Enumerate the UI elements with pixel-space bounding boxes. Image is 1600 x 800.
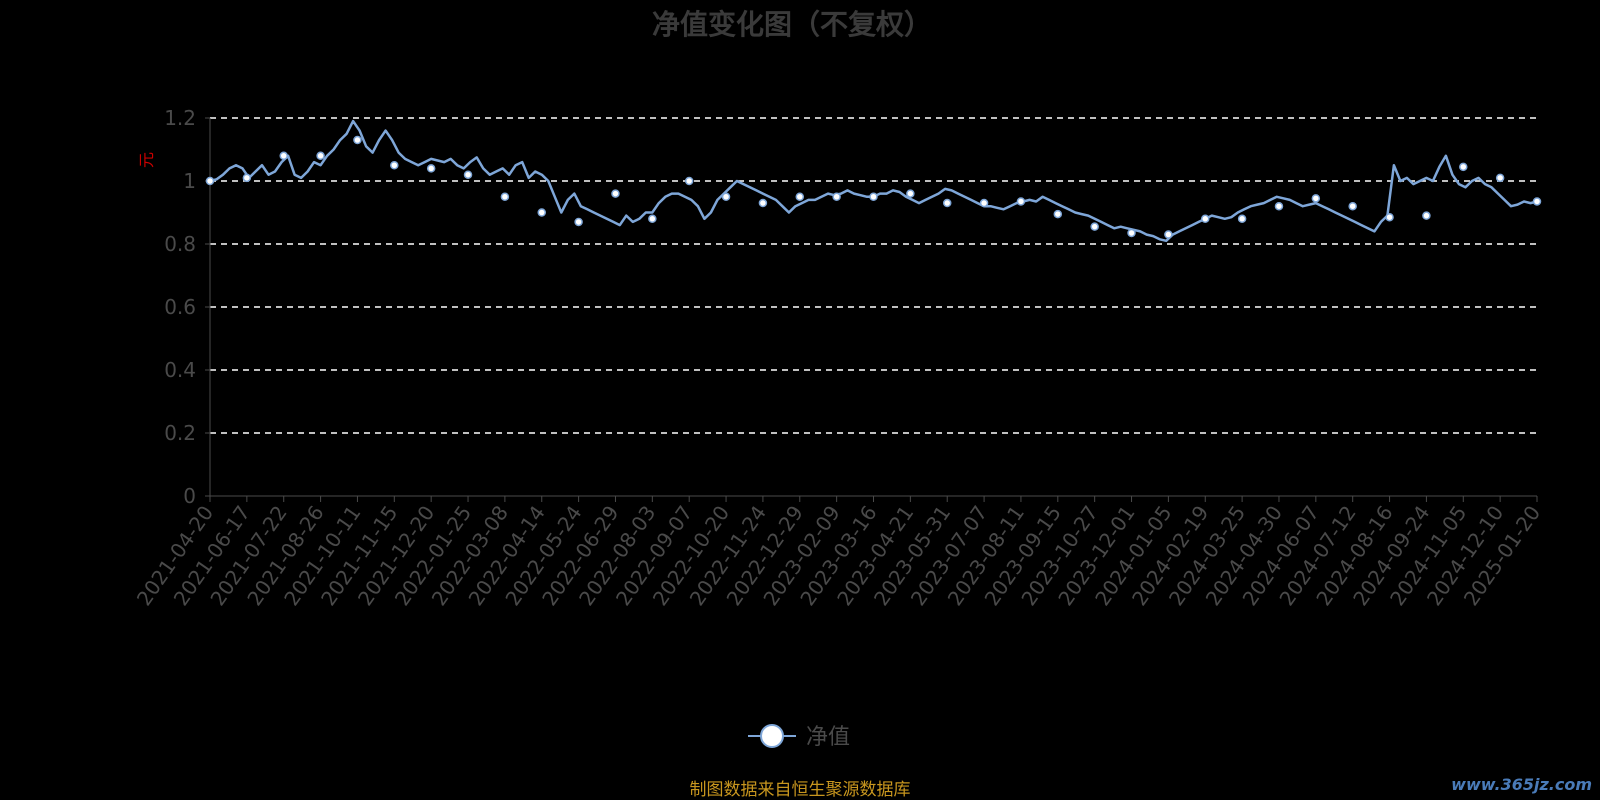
data-point[interactable] [242, 173, 252, 183]
data-point[interactable] [869, 192, 878, 201]
data-point[interactable] [574, 217, 583, 227]
data-point[interactable] [832, 192, 841, 201]
y-tick-label: 0.8 [164, 232, 196, 256]
data-point[interactable] [684, 176, 694, 186]
data-point[interactable] [1495, 173, 1505, 183]
data-point[interactable] [1201, 214, 1210, 224]
data-point[interactable] [648, 214, 657, 224]
data-point[interactable] [1016, 197, 1026, 206]
data-point[interactable] [353, 135, 362, 145]
data-point[interactable] [1127, 228, 1136, 238]
source-note: 制图数据来自恒生聚源数据库 [690, 780, 911, 800]
y-tick-label: 1 [183, 169, 196, 193]
data-point[interactable] [1385, 212, 1394, 222]
data-point[interactable] [611, 189, 620, 198]
data-point[interactable] [1237, 214, 1247, 224]
y-axis-unit: 元 [137, 152, 156, 168]
watermark: www.365jz.com [1451, 775, 1592, 794]
legend[interactable]: 净值 [748, 724, 850, 750]
data-point[interactable] [1164, 230, 1173, 239]
data-point[interactable] [795, 192, 805, 201]
data-point[interactable] [1311, 194, 1321, 203]
y-axis-ticks: 0 0.2 0.4 0.6 0.8 1 1.2 [164, 106, 210, 508]
y-tick-label: 0.2 [164, 421, 196, 445]
data-point[interactable] [1090, 222, 1099, 231]
legend-marker-icon [760, 724, 784, 748]
grid-lines [210, 117, 1537, 434]
data-point[interactable] [426, 164, 436, 173]
data-point[interactable] [205, 176, 215, 186]
legend-label: 净值 [806, 725, 850, 750]
series-net-value [205, 119, 1542, 243]
data-point[interactable] [316, 151, 325, 161]
data-point[interactable] [1459, 162, 1468, 172]
y-tick-label: 0.4 [164, 358, 196, 382]
y-tick-label: 0 [183, 484, 196, 508]
data-point[interactable] [500, 192, 510, 201]
data-point[interactable] [537, 208, 546, 217]
data-point[interactable] [721, 192, 731, 201]
data-point[interactable] [463, 170, 473, 179]
data-point[interactable] [1532, 197, 1542, 206]
x-axis-ticks: 2021-04-202021-06-172021-07-222021-08-26… [132, 496, 1545, 610]
data-point[interactable] [1422, 211, 1431, 220]
data-point[interactable] [1053, 209, 1063, 219]
data-point[interactable] [979, 198, 989, 208]
y-tick-label: 0.6 [164, 295, 196, 319]
data-point[interactable] [906, 189, 915, 198]
data-point[interactable] [390, 161, 399, 170]
chart-title: 净值变化图（不复权） [652, 8, 932, 41]
data-point[interactable] [758, 198, 768, 208]
data-point[interactable] [279, 151, 288, 161]
y-tick-label: 1.2 [164, 106, 196, 130]
data-point[interactable] [1274, 201, 1284, 211]
data-point[interactable] [1348, 201, 1357, 211]
data-point[interactable] [942, 198, 952, 208]
